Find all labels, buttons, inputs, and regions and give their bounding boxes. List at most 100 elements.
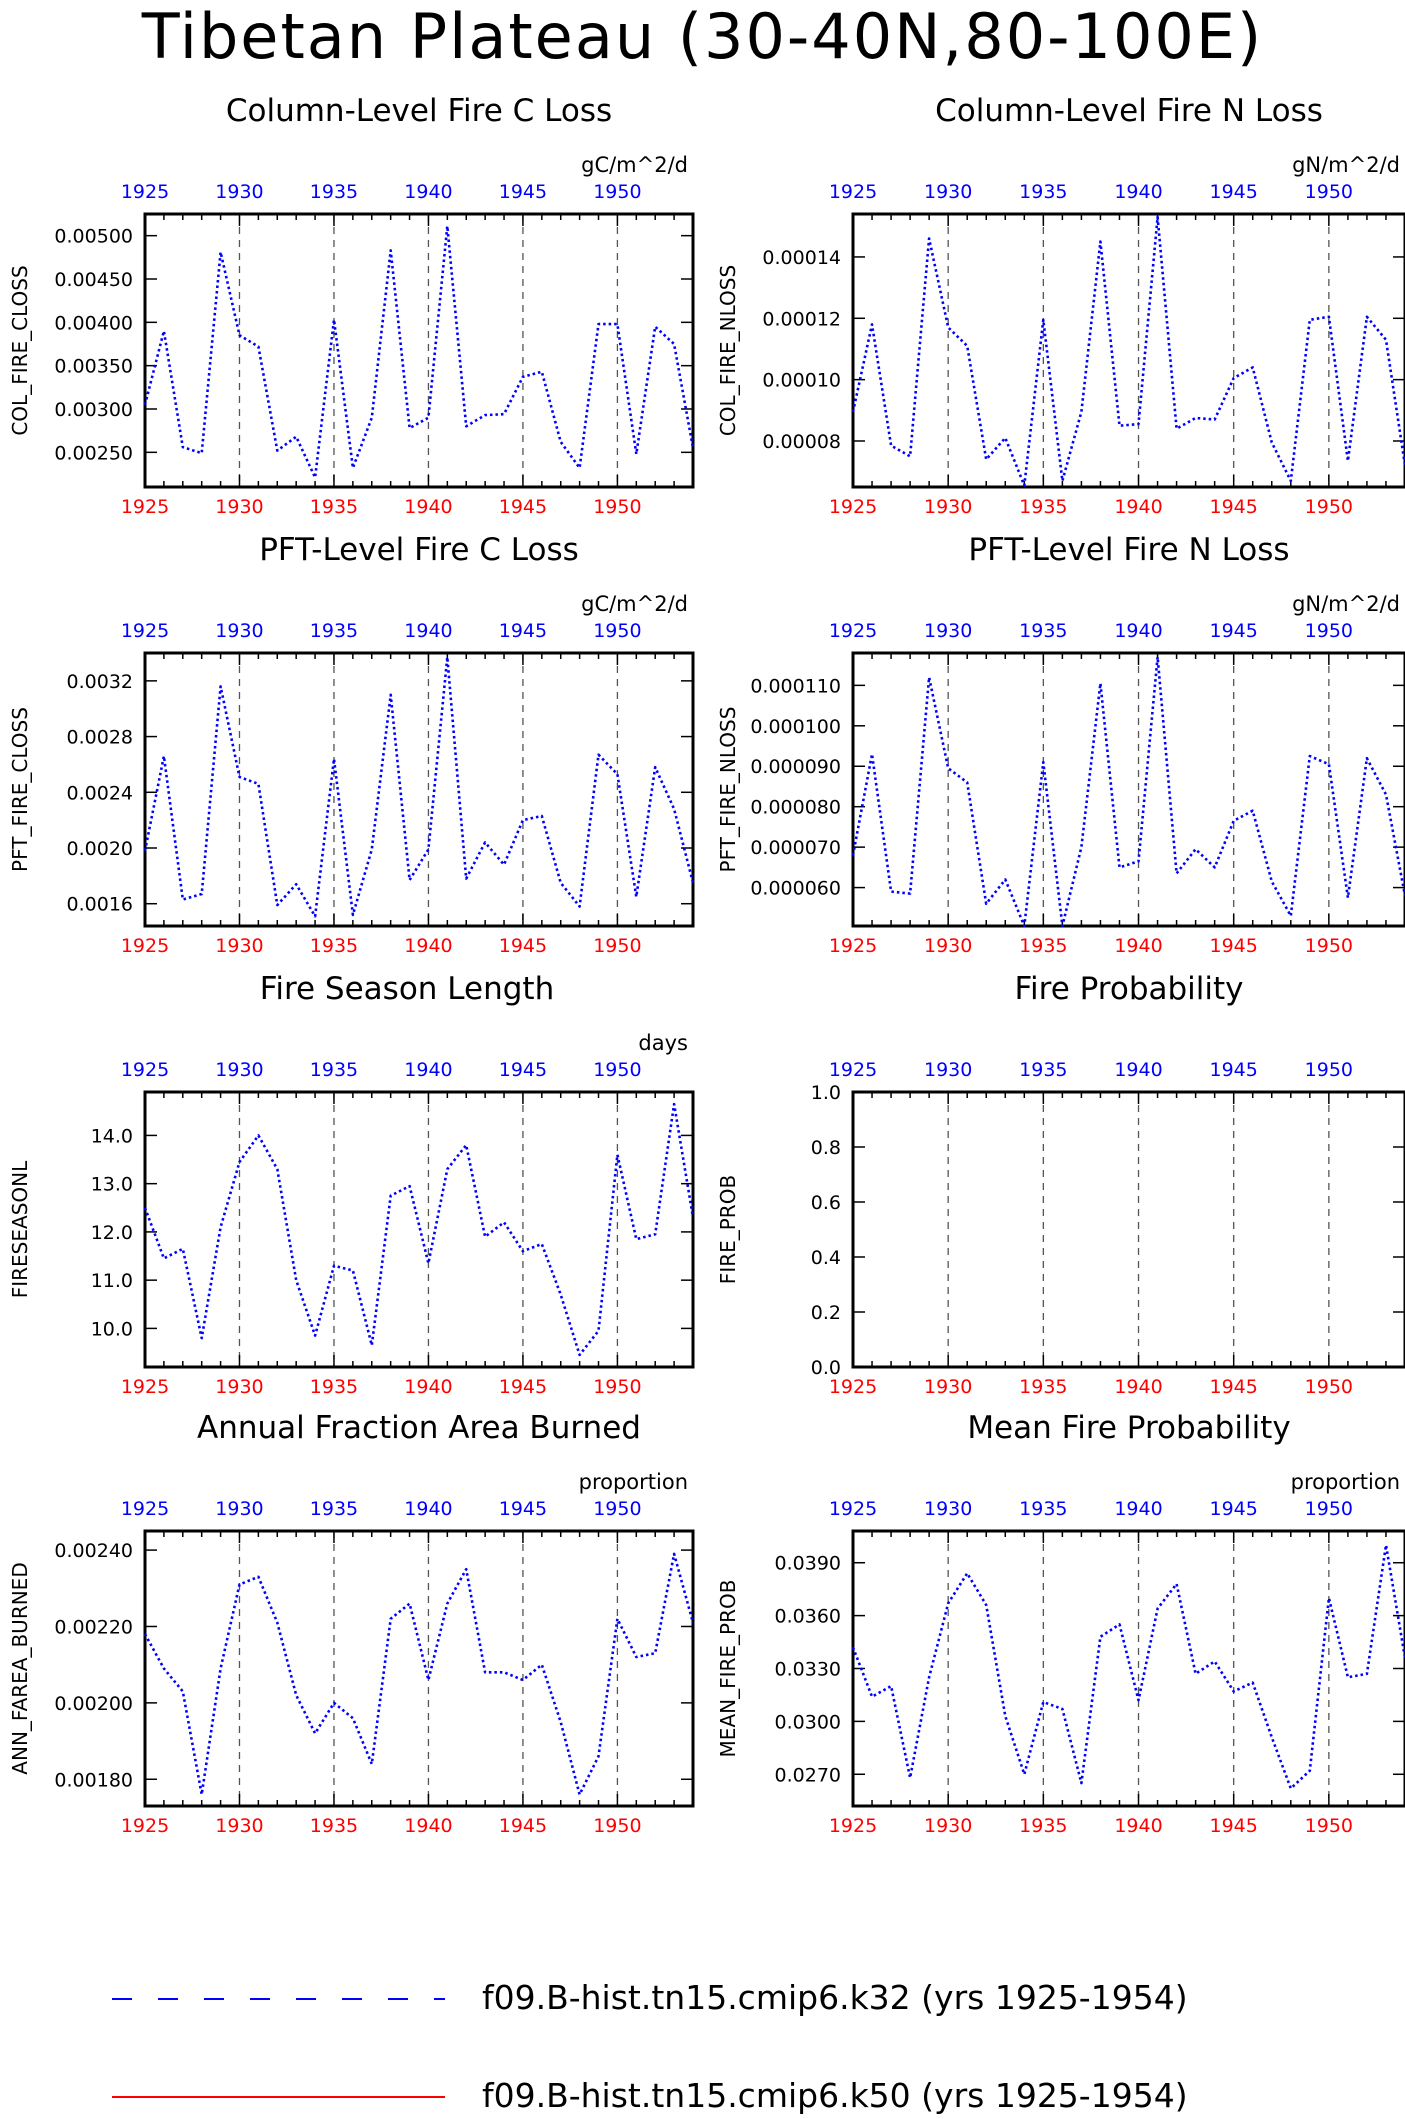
panel-1-xlabel-top-1950: 1950 bbox=[593, 181, 641, 203]
panel-7-units: proportion bbox=[579, 1470, 688, 1494]
panel-6-xlabel-top-1940: 1940 bbox=[1114, 1059, 1162, 1081]
panel-4-xlabel-top-1930: 1930 bbox=[924, 620, 972, 642]
panel-2-xlabel-bottom-1940: 1940 bbox=[1114, 496, 1162, 518]
panel-3-xlabel-bottom-1925: 1925 bbox=[121, 935, 169, 957]
panel-8-xlabel-top-1935: 1935 bbox=[1019, 1498, 1067, 1520]
panel-1-xlabel-top-1940: 1940 bbox=[404, 181, 452, 203]
panel-8-xlabel-bottom-1930: 1930 bbox=[924, 1815, 972, 1837]
panel-8-ylabel-tick-0: 0.0270 bbox=[775, 1764, 841, 1786]
panel-4-xlabel-bottom-1940: 1940 bbox=[1114, 935, 1162, 957]
panel-4-xlabel-bottom-1945: 1945 bbox=[1210, 935, 1258, 957]
panel-1-xlabel-bottom-1950: 1950 bbox=[593, 496, 641, 518]
panel-4-title: PFT-Level Fire N Loss bbox=[968, 532, 1289, 568]
panel-2-xlabel-bottom-1925: 1925 bbox=[829, 496, 877, 518]
panel-5-xlabel-bottom-1940: 1940 bbox=[404, 1376, 452, 1398]
panel-3-xlabel-bottom-1935: 1935 bbox=[310, 935, 358, 957]
panel-3-xlabel-bottom-1930: 1930 bbox=[215, 935, 263, 957]
panel-4-xlabel-bottom-1925: 1925 bbox=[829, 935, 877, 957]
panel-8-xlabel-top-1925: 1925 bbox=[829, 1498, 877, 1520]
panel-8-ylabel: MEAN_FIRE_PROB bbox=[716, 1580, 740, 1758]
panel-4-xlabel-bottom-1930: 1930 bbox=[924, 935, 972, 957]
panel-5-xlabel-bottom-1925: 1925 bbox=[121, 1376, 169, 1398]
panel-3-frame bbox=[143, 651, 695, 928]
panel-5-xlabel-bottom-1930: 1930 bbox=[215, 1376, 263, 1398]
panel-2-units: gN/m^2/d bbox=[1292, 153, 1400, 177]
panel-1-title: Column-Level Fire C Loss bbox=[226, 93, 612, 129]
panel-3-ylabel: PFT_FIRE_CLOSS bbox=[8, 707, 32, 872]
panel-7-xlabel-top-1940: 1940 bbox=[404, 1498, 452, 1520]
panel-7-xlabel-top-1935: 1935 bbox=[310, 1498, 358, 1520]
panel-6-xlabel-bottom-1925: 1925 bbox=[829, 1376, 877, 1398]
panel-2-xlabel-bottom-1945: 1945 bbox=[1210, 496, 1258, 518]
panel-1-ylabel-tick-5: 0.00500 bbox=[54, 226, 133, 248]
panel-6-ylabel-tick-2: 0.4 bbox=[811, 1247, 841, 1269]
panel-2-xlabel-bottom-1935: 1935 bbox=[1019, 496, 1067, 518]
panel-3-ylabel-tick-1: 0.0020 bbox=[67, 838, 133, 860]
panel-2-xlabel-top-1945: 1945 bbox=[1210, 181, 1258, 203]
panel-3-xlabel-bottom-1950: 1950 bbox=[593, 935, 641, 957]
panel-5-xlabel-bottom-1935: 1935 bbox=[310, 1376, 358, 1398]
panel-4-ylabel-tick-2: 0.000080 bbox=[750, 797, 841, 819]
panel-5-xlabel-top-1935: 1935 bbox=[310, 1059, 358, 1081]
panel-1-xlabel-bottom-1940: 1940 bbox=[404, 496, 452, 518]
panel-6-title: Fire Probability bbox=[1014, 971, 1243, 1007]
panel-1-xlabel-top-1930: 1930 bbox=[215, 181, 263, 203]
panel-5-xlabel-top-1930: 1930 bbox=[215, 1059, 263, 1081]
panel-7-xlabel-bottom-1940: 1940 bbox=[404, 1815, 452, 1837]
panel-7-xlabel-bottom-1935: 1935 bbox=[310, 1815, 358, 1837]
panel-5-xlabel-bottom-1950: 1950 bbox=[593, 1376, 641, 1398]
panel-5-xlabel-top-1940: 1940 bbox=[404, 1059, 452, 1081]
panel-1-ylabel-tick-4: 0.00450 bbox=[54, 269, 133, 291]
panel-1-series-1-line bbox=[143, 224, 695, 479]
panel-7-xlabel-top-1925: 1925 bbox=[121, 1498, 169, 1520]
panel-4-xlabel-top-1945: 1945 bbox=[1210, 620, 1258, 642]
panel-4-ylabel-tick-3: 0.000090 bbox=[750, 756, 841, 778]
panel-8-xlabel-top-1950: 1950 bbox=[1305, 1498, 1353, 1520]
panel-5-ylabel: FIRESEASONL bbox=[8, 1160, 32, 1298]
panel-2-xlabel-bottom-1950: 1950 bbox=[1305, 496, 1353, 518]
panel-4-xlabel-top-1940: 1940 bbox=[1114, 620, 1162, 642]
panel-6-xlabel-bottom-1935: 1935 bbox=[1019, 1376, 1067, 1398]
panel-2-title: Column-Level Fire N Loss bbox=[935, 93, 1323, 129]
panel-8-title: Mean Fire Probability bbox=[967, 1410, 1290, 1446]
panel-3-xlabel-bottom-1945: 1945 bbox=[499, 935, 547, 957]
panel-1-ylabel: COL_FIRE_CLOSS bbox=[8, 265, 32, 435]
panel-2-xlabel-top-1950: 1950 bbox=[1305, 181, 1353, 203]
panel-5-xlabel-top-1945: 1945 bbox=[499, 1059, 547, 1081]
panel-3-ylabel-tick-2: 0.0024 bbox=[67, 782, 133, 804]
panel-1-ylabel-tick-0: 0.00250 bbox=[54, 442, 133, 464]
panel-5-ylabel-tick-2: 12.0 bbox=[91, 1222, 133, 1244]
panel-5-xlabel-bottom-1945: 1945 bbox=[499, 1376, 547, 1398]
panel-2-xlabel-top-1925: 1925 bbox=[829, 181, 877, 203]
panel-8-xlabel-bottom-1935: 1935 bbox=[1019, 1815, 1067, 1837]
panel-6-xlabel-top-1930: 1930 bbox=[924, 1059, 972, 1081]
panel-8-ylabel-tick-3: 0.0360 bbox=[775, 1606, 841, 1628]
panel-1-xlabel-top-1925: 1925 bbox=[121, 181, 169, 203]
panel-6-ylabel-tick-4: 0.8 bbox=[811, 1137, 841, 1159]
panel-5-units: days bbox=[638, 1031, 688, 1055]
panel-6-ylabel-tick-3: 0.6 bbox=[811, 1192, 841, 1214]
panel-3-xlabel-top-1950: 1950 bbox=[593, 620, 641, 642]
panel-3-title: PFT-Level Fire C Loss bbox=[259, 532, 579, 568]
panel-4-xlabel-bottom-1950: 1950 bbox=[1305, 935, 1353, 957]
panel-6-ylabel-tick-0: 0.0 bbox=[811, 1357, 841, 1379]
panel-6-xlabel-bottom-1930: 1930 bbox=[924, 1376, 972, 1398]
panel-7-xlabel-top-1930: 1930 bbox=[215, 1498, 263, 1520]
panel-7-series-1-line bbox=[143, 1552, 695, 1796]
panel-4-units: gN/m^2/d bbox=[1292, 592, 1400, 616]
panel-3-xlabel-top-1930: 1930 bbox=[215, 620, 263, 642]
panel-3-xlabel-top-1925: 1925 bbox=[121, 620, 169, 642]
panel-3-series-1-line bbox=[143, 655, 695, 918]
panel-4-xlabel-top-1950: 1950 bbox=[1305, 620, 1353, 642]
panel-2-ylabel-tick-0: 0.00008 bbox=[762, 431, 841, 453]
panel-6-xlabel-top-1945: 1945 bbox=[1210, 1059, 1258, 1081]
panel-7-xlabel-bottom-1945: 1945 bbox=[499, 1815, 547, 1837]
panel-7-frame bbox=[143, 1529, 695, 1808]
panel-1-xlabel-top-1935: 1935 bbox=[310, 181, 358, 203]
panel-3-ylabel-tick-4: 0.0032 bbox=[67, 671, 133, 693]
panel-3-units: gC/m^2/d bbox=[581, 592, 688, 616]
panel-6-ylabel-tick-1: 0.2 bbox=[811, 1302, 841, 1324]
panel-3-ylabel-tick-0: 0.0016 bbox=[67, 894, 133, 916]
panel-8-series-1-line bbox=[851, 1543, 1405, 1790]
panel-3-xlabel-top-1945: 1945 bbox=[499, 620, 547, 642]
